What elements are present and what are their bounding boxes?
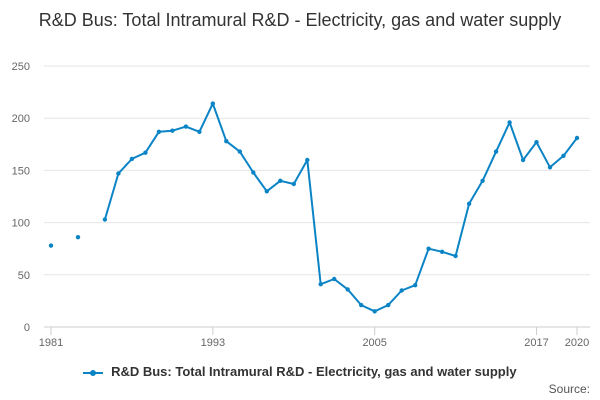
data-point[interactable]	[130, 157, 134, 161]
data-point[interactable]	[373, 309, 377, 313]
data-point[interactable]	[251, 170, 255, 174]
data-point[interactable]	[292, 182, 296, 186]
data-point[interactable]	[359, 303, 363, 307]
data-point[interactable]	[170, 129, 174, 133]
data-point[interactable]	[332, 277, 336, 281]
data-point[interactable]	[561, 154, 565, 158]
data-point[interactable]	[265, 189, 269, 193]
data-point[interactable]	[534, 140, 538, 144]
data-point[interactable]	[238, 149, 242, 153]
data-point[interactable]	[319, 282, 323, 286]
data-point[interactable]	[197, 130, 201, 134]
y-tick-label: 100	[12, 218, 30, 230]
data-point[interactable]	[386, 303, 390, 307]
data-point[interactable]	[413, 283, 417, 287]
data-point[interactable]	[575, 136, 579, 140]
data-point[interactable]	[157, 130, 161, 134]
x-tick-label: 2020	[565, 337, 589, 349]
data-point[interactable]	[480, 179, 484, 183]
y-tick-label: 200	[12, 113, 30, 125]
data-point[interactable]	[346, 287, 350, 291]
data-point[interactable]	[305, 158, 309, 162]
data-point[interactable]	[49, 243, 53, 247]
legend-swatch-icon	[83, 368, 103, 378]
data-point[interactable]	[400, 288, 404, 292]
x-tick-label: 2017	[524, 337, 548, 349]
data-point[interactable]	[494, 149, 498, 153]
data-point[interactable]	[278, 179, 282, 183]
data-point[interactable]	[548, 165, 552, 169]
x-tick-label: 2005	[362, 337, 386, 349]
data-point[interactable]	[507, 120, 511, 124]
grid-layer	[44, 66, 590, 327]
data-point[interactable]	[184, 124, 188, 128]
axis-layer: 0 50 100 150 200 250 1981 1993 2005 2017 2020	[12, 61, 590, 349]
data-point[interactable]	[211, 101, 215, 105]
x-tick-label: 1981	[39, 337, 63, 349]
series-layer	[49, 101, 579, 313]
legend[interactable]: R&D Bus: Total Intramural R&D - Electric…	[0, 364, 600, 379]
data-point[interactable]	[103, 217, 107, 221]
legend-label: R&D Bus: Total Intramural R&D - Electric…	[111, 364, 516, 379]
data-point[interactable]	[76, 235, 80, 239]
data-point[interactable]	[453, 254, 457, 258]
x-tick-label: 1993	[201, 337, 225, 349]
y-tick-label: 150	[12, 165, 30, 177]
y-tick-label: 50	[18, 270, 30, 282]
series-line	[105, 104, 577, 312]
data-point[interactable]	[116, 171, 120, 175]
data-point[interactable]	[426, 247, 430, 251]
source-label: Source:	[549, 382, 590, 396]
data-point[interactable]	[521, 158, 525, 162]
data-point[interactable]	[440, 250, 444, 254]
data-point[interactable]	[224, 139, 228, 143]
data-point[interactable]	[143, 151, 147, 155]
y-tick-label: 250	[12, 61, 30, 73]
y-tick-label: 0	[24, 322, 30, 334]
data-point[interactable]	[467, 202, 471, 206]
